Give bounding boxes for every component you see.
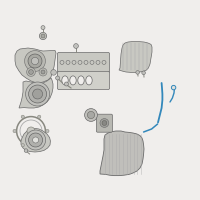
Circle shape [24,149,28,152]
Circle shape [39,68,47,76]
Circle shape [136,71,139,74]
Circle shape [74,44,78,48]
FancyBboxPatch shape [57,71,110,90]
Circle shape [41,26,45,30]
Circle shape [38,115,41,118]
Ellipse shape [70,76,76,85]
Circle shape [85,109,97,121]
Circle shape [26,130,46,150]
Circle shape [41,70,45,74]
Circle shape [87,111,95,119]
Circle shape [28,54,42,68]
Circle shape [29,85,47,103]
Circle shape [29,70,33,74]
Circle shape [60,60,64,64]
Circle shape [142,71,145,75]
Polygon shape [119,42,152,72]
Circle shape [21,144,24,147]
Circle shape [25,51,45,71]
Circle shape [90,60,94,64]
Circle shape [78,60,82,64]
Circle shape [84,60,88,64]
Circle shape [33,89,43,99]
Polygon shape [19,78,53,108]
Circle shape [56,76,60,80]
Circle shape [100,119,109,127]
Circle shape [51,70,56,75]
Circle shape [102,60,106,64]
Circle shape [64,82,68,86]
Circle shape [31,57,39,65]
FancyBboxPatch shape [57,52,110,73]
Circle shape [33,137,39,143]
Ellipse shape [62,76,68,85]
Circle shape [13,129,16,133]
Ellipse shape [78,76,84,85]
Circle shape [46,129,49,133]
FancyBboxPatch shape [96,114,112,132]
Circle shape [29,133,43,147]
Ellipse shape [86,76,92,85]
Circle shape [27,68,35,76]
Circle shape [72,60,76,64]
Polygon shape [15,48,56,83]
Polygon shape [100,131,144,176]
Polygon shape [21,128,50,152]
Circle shape [27,127,35,135]
Circle shape [102,121,107,125]
Circle shape [96,60,100,64]
Circle shape [66,60,70,64]
Circle shape [26,82,50,106]
Circle shape [171,85,176,90]
Circle shape [39,32,47,40]
Circle shape [21,115,24,118]
Circle shape [41,34,45,38]
Circle shape [38,144,41,147]
